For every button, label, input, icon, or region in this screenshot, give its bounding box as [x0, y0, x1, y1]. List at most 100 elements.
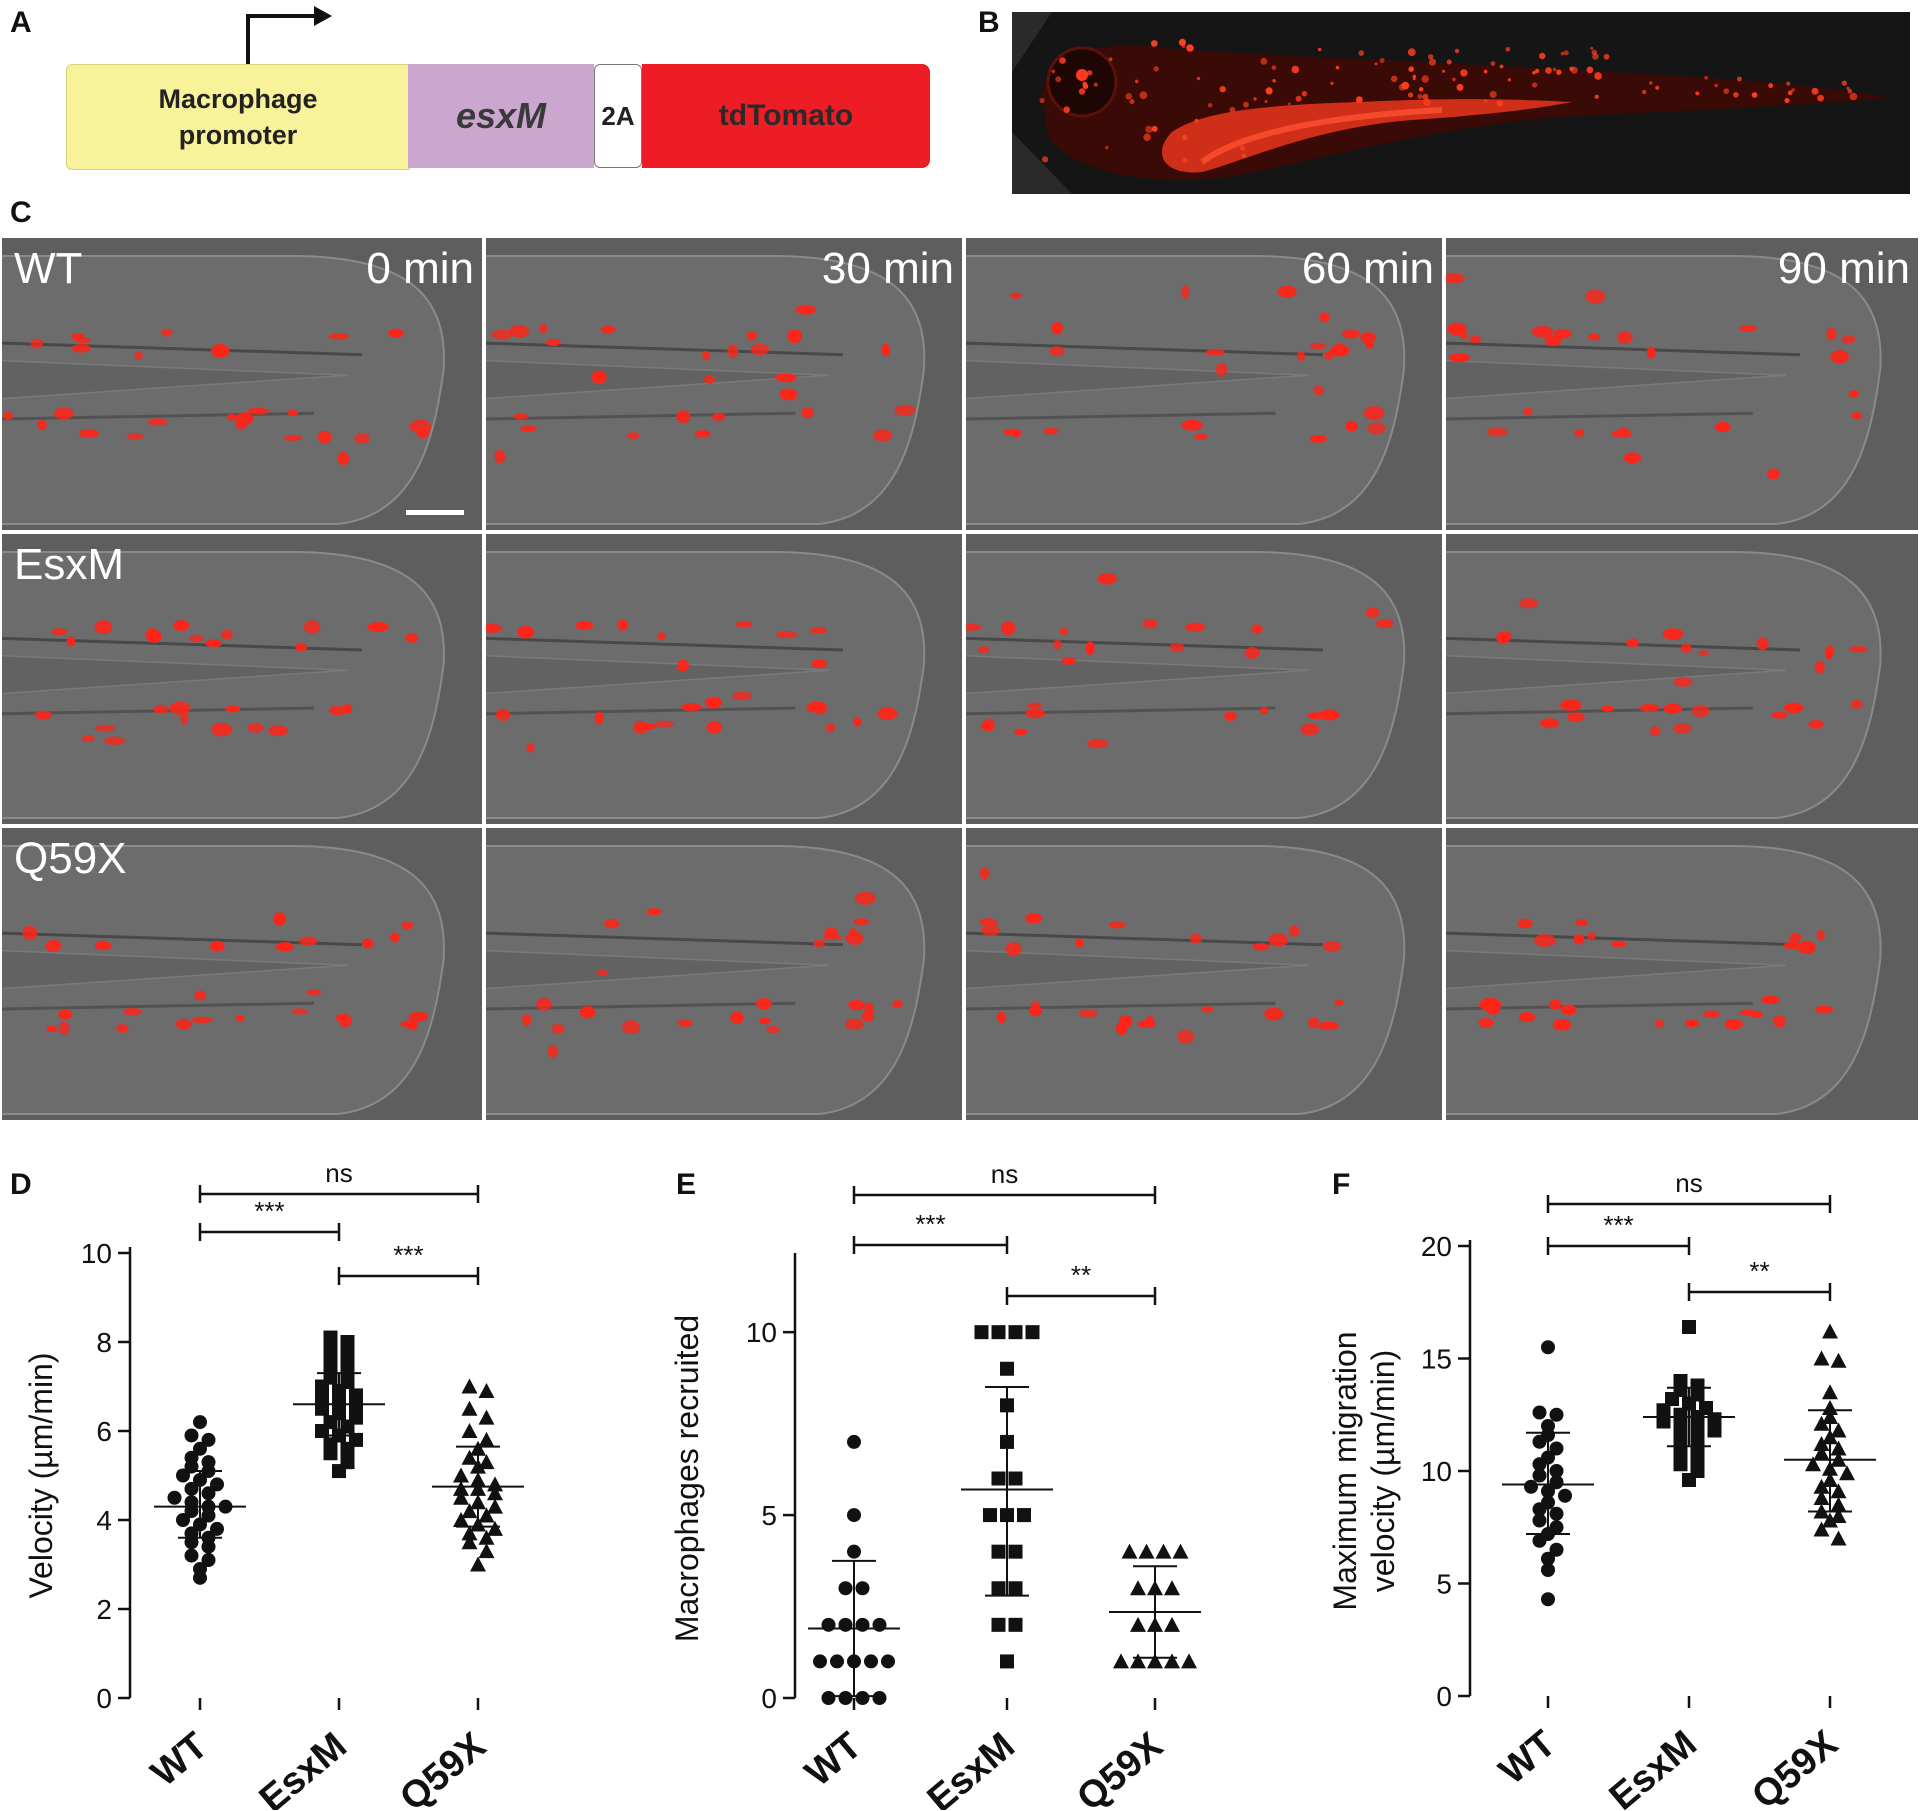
tile-wt-0min: WT 0 min: [2, 238, 482, 530]
data-point: [1130, 1616, 1146, 1632]
data-point: [1813, 1436, 1830, 1451]
x-category-label: Q59X: [392, 1724, 494, 1810]
significance-label: ***: [254, 1196, 284, 1226]
data-point: [176, 1513, 190, 1527]
y-tick-label: 20: [1421, 1231, 1452, 1262]
data-point: [1682, 1320, 1696, 1334]
data-point: [1830, 1530, 1847, 1546]
data-point: [478, 1529, 495, 1545]
timepoint-30min: 30 min: [821, 244, 954, 293]
tile-esxm-30min: [486, 534, 962, 824]
tile-wt-30min: 30 min: [486, 238, 962, 530]
data-point: [323, 1446, 338, 1461]
data-point: [201, 1486, 216, 1501]
tile-q59x-30min: [486, 828, 962, 1120]
data-point: [1813, 1445, 1830, 1460]
data-point: [1805, 1456, 1821, 1472]
data-point: [1008, 1617, 1023, 1632]
data-point: [855, 1581, 870, 1596]
data-point: [1541, 1551, 1555, 1566]
data-point: [1707, 1412, 1722, 1427]
data-point: [872, 1617, 887, 1632]
data-point: [991, 1471, 1006, 1486]
data-point: [847, 1544, 861, 1559]
data-point: [193, 1441, 207, 1456]
tile-q59x-60min: [966, 828, 1442, 1120]
tile-esxm-0min: EsxM: [2, 534, 482, 824]
data-point: [974, 1325, 989, 1340]
data-point: [1524, 1479, 1538, 1494]
panel-label-f: F: [1332, 1168, 1351, 1201]
data-point: [1830, 1422, 1847, 1438]
data-point: [1172, 1543, 1189, 1559]
panel-label-b: B: [978, 6, 1000, 39]
data-point: [315, 1379, 329, 1394]
data-point: [1130, 1653, 1146, 1669]
significance-label: **: [1071, 1260, 1091, 1290]
data-point: [453, 1467, 469, 1483]
data-point: [1000, 1361, 1014, 1376]
data-point: [201, 1539, 216, 1554]
data-point: [461, 1378, 478, 1394]
data-point: [1147, 1653, 1163, 1669]
larva-fluorescence-image: [1012, 12, 1910, 194]
data-point: [1008, 1581, 1023, 1596]
significance-label: ***: [1603, 1210, 1633, 1240]
data-point: [461, 1503, 478, 1519]
data-point: [1549, 1542, 1564, 1557]
data-point: [210, 1477, 224, 1492]
data-point: [847, 1434, 861, 1449]
data-point: [991, 1617, 1006, 1632]
promoter-box: Macrophage promoter: [66, 64, 410, 170]
data-point: [864, 1654, 878, 1669]
data-point: [855, 1691, 870, 1705]
timepoint-0min: 0 min: [366, 244, 474, 293]
data-point: [1690, 1421, 1705, 1436]
row-label-q59x: Q59X: [14, 834, 127, 883]
data-point: [813, 1654, 827, 1669]
esxm-gene-box: esxM: [408, 64, 594, 168]
data-point: [184, 1428, 199, 1443]
data-point: [821, 1617, 836, 1632]
data-point: [1541, 1340, 1555, 1355]
panel-label-d: D: [10, 1168, 32, 1201]
data-point: [1000, 1654, 1014, 1669]
data-point: [487, 1520, 503, 1536]
data-point: [830, 1654, 844, 1669]
x-category-label: WT: [798, 1725, 870, 1795]
data-point: [1138, 1543, 1155, 1559]
data-point: [1532, 1468, 1547, 1483]
data-point: [1707, 1423, 1722, 1438]
data-point: [184, 1548, 199, 1563]
data-point: [478, 1382, 495, 1398]
tile-wt-60min: 60 min: [966, 238, 1442, 530]
data-point: [1830, 1440, 1847, 1456]
data-point: [1822, 1384, 1838, 1400]
data-point: [461, 1400, 478, 1416]
linker-2a-box: 2A: [594, 64, 642, 168]
data-point: [872, 1691, 887, 1705]
significance-label: ns: [991, 1159, 1018, 1189]
data-point: [1008, 1544, 1023, 1559]
data-point: [1017, 1508, 1031, 1523]
timepoint-90min: 90 min: [1777, 244, 1910, 293]
data-point: [983, 1508, 997, 1523]
y-tick-label: 6: [96, 1416, 112, 1447]
data-point: [1113, 1653, 1129, 1669]
data-point: [881, 1654, 895, 1669]
data-point: [1813, 1415, 1830, 1431]
y-tick-label: 4: [96, 1505, 112, 1536]
y-tick-label: 0: [1436, 1681, 1452, 1712]
y-tick-label: 15: [1421, 1344, 1452, 1375]
y-tick-label: 0: [96, 1683, 112, 1714]
data-point: [1008, 1471, 1023, 1486]
data-point: [1839, 1465, 1855, 1481]
data-point: [1164, 1653, 1180, 1669]
linker-2a-label: 2A: [601, 100, 635, 131]
data-point: [340, 1343, 355, 1358]
data-point: [1813, 1478, 1830, 1494]
tile-esxm-60min: [966, 534, 1442, 824]
data-point: [1673, 1446, 1688, 1460]
promoter-arrow: [246, 6, 332, 64]
y-tick-label: 5: [761, 1500, 777, 1531]
